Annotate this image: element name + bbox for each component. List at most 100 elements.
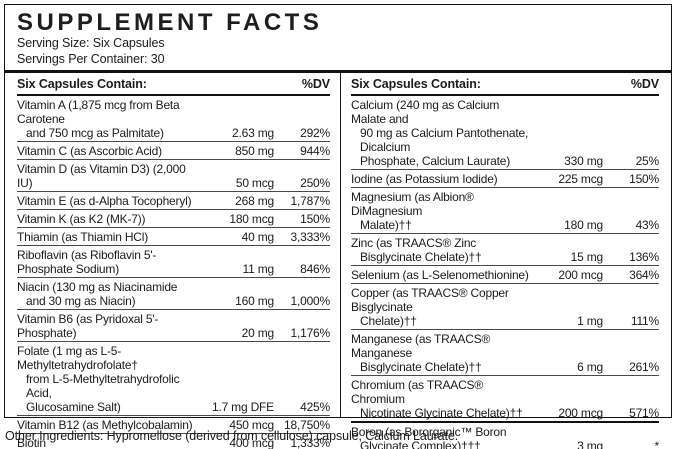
nutrient-name: Folate (1 mg as L-5-Methyltetrahydrofola…	[17, 344, 200, 414]
page-title: SUPPLEMENT FACTS	[17, 9, 323, 36]
nutrient-dv: 364%	[629, 267, 659, 282]
nutrient-dv: 150%	[300, 211, 330, 226]
dv-header-label: %DV	[301, 77, 330, 91]
nutrient-name: Vitamin B6 (as Pyridoxal 5'-Phosphate)	[17, 312, 200, 340]
table-row: Selenium (as L-Selenomethionine) 200 mcg 3…	[351, 265, 659, 283]
nutrient-name-line: Vitamin D (as Vitamin D3) (2,000 IU)	[17, 161, 186, 190]
nutrient-name: Calcium (240 mg as Calcium Malate and 90 …	[351, 98, 529, 168]
nutrient-amount: 180 mcg	[229, 211, 274, 226]
column-header-label: Six Capsules Contain:	[351, 77, 481, 91]
nutrient-dv: 150%	[629, 171, 659, 186]
nutrient-name: Selenium (as L-Selenomethionine)	[351, 268, 529, 282]
nutrient-dv: 1,787%	[290, 193, 331, 208]
nutrient-amount: 450 mcg	[229, 417, 274, 432]
table-row: Magnesium (as Albion® DiMagnesium Malate)…	[351, 187, 659, 233]
nutrient-name-line: Vitamin K (as K2 (MK-7))	[17, 211, 146, 226]
nutrient-dv: 250%	[300, 175, 330, 190]
nutrient-amount: 180 mg	[564, 217, 603, 232]
nutrient-name-line: Glycinate Complex)†††	[360, 438, 481, 449]
nutrient-dv: 261%	[629, 359, 659, 374]
nutrient-dv: 292%	[300, 125, 330, 140]
table-row: Calcium (240 mg as Calcium Malate and 90 …	[351, 96, 659, 169]
nutrient-name: Vitamin B12 (as Methylcobalamin)	[17, 418, 200, 432]
nutrient-amount: 3 mg	[577, 438, 603, 449]
nutrient-amount: 40 mg	[241, 229, 275, 244]
nutrient-name: Chromium (as TRAACS® Chromium Nicotinate …	[351, 378, 529, 420]
table-row: Zinc (as TRAACS® Zinc Bisglycinate Chelat…	[351, 233, 659, 265]
nutrient-dv: 425%	[300, 399, 330, 414]
nutrient-name-line: Bisglycinate Chelate)††	[360, 359, 482, 374]
nutrient-dv: 136%	[629, 249, 659, 264]
nutrient-name: Vitamin C (as Ascorbic Acid)	[17, 144, 200, 158]
nutrient-dv: 43%	[635, 217, 660, 232]
left-column-header: Six Capsules Contain: %DV	[17, 73, 330, 96]
nutrient-name-line: Phosphate, Calcium Laurate)	[360, 153, 511, 168]
nutrient-dv: 1,000%	[290, 293, 331, 308]
nutrient-name-line: Chelate)††	[360, 313, 417, 328]
nutrient-name-line: Zinc (as TRAACS® Zinc	[351, 235, 477, 250]
table-row: Iodine (as Potassium Iodide) 225 mcg 150%	[351, 169, 659, 187]
table-row: Vitamin B12 (as Methylcobalamin) 450 mcg 1…	[17, 415, 330, 433]
nutrient-amount: 400 mcg	[229, 435, 274, 449]
nutrient-amount: 2.63 mg	[232, 125, 274, 140]
nutrient-name-line: Malate)††	[360, 217, 412, 232]
table-row: Biotin 400 mcg 1,333%	[17, 433, 330, 449]
nutrient-amount: 6 mg	[577, 359, 603, 374]
left-column: Six Capsules Contain: %DV Vitamin A (1,8…	[5, 73, 341, 449]
nutrient-name: Copper (as TRAACS® Copper Bisglycinate Ch…	[351, 286, 529, 328]
table-row: Chromium (as TRAACS® Chromium Nicotinate …	[351, 375, 659, 421]
nutrient-name-line: and 750 mcg as Palmitate)	[26, 125, 164, 140]
nutrient-amount: 200 mcg	[558, 405, 603, 420]
servings-per-container: Servings Per Container: 30	[17, 51, 165, 66]
nutrient-name-line: Chromium (as TRAACS® Chromium	[351, 377, 483, 406]
nutrient-dv: 3,333%	[290, 229, 331, 244]
nutrient-amount: 850 mg	[235, 143, 274, 158]
nutrient-name: Iodine (as Potassium Iodide)	[351, 172, 529, 186]
nutrient-name-line: Folate (1 mg as L-5-Methyltetrahydrofola…	[17, 343, 138, 372]
nutrient-name-line: Boron (as Bororganic™ Boron	[351, 424, 507, 439]
table-row: Riboflavin (as Riboflavin 5'-Phosphate S…	[17, 245, 330, 277]
nutrient-dv: 18,750%	[284, 417, 330, 432]
nutrient-name-line: Vitamin E (as d-Alpha Tocopheryl)	[17, 193, 192, 208]
nutrient-name-line: Magnesium (as Albion® DiMagnesium	[351, 189, 474, 218]
nutrient-name: Riboflavin (as Riboflavin 5'-Phosphate S…	[17, 248, 200, 276]
nutrient-name: Niacin (130 mg as Niacinamide and 30 mg a…	[17, 280, 200, 308]
nutrient-name-line: Vitamin B6 (as Pyridoxal 5'-Phosphate)	[17, 311, 159, 340]
nutrient-amount: 1 mg	[577, 313, 603, 328]
nutrient-amount: 200 mcg	[558, 267, 603, 282]
nutrient-name-line: Vitamin A (1,875 mcg from Beta Carotene	[17, 97, 180, 126]
nutrient-name: Manganese (as TRAACS® Manganese Bisglycin…	[351, 332, 529, 374]
nutrient-name: Vitamin K (as K2 (MK-7))	[17, 212, 200, 226]
nutrient-name-line: Vitamin C (as Ascorbic Acid)	[17, 143, 162, 158]
nutrient-name-line: Nicotinate Glycinate Chelate)††	[360, 405, 523, 420]
nutrient-name-line: Iodine (as Potassium Iodide)	[351, 171, 498, 186]
nutrient-name-line: 90 mg as Calcium Pantothenate, Dicalcium	[360, 125, 529, 154]
nutrient-name: Magnesium (as Albion® DiMagnesium Malate)…	[351, 190, 529, 232]
nutrient-dv: 111%	[630, 313, 659, 328]
table-row: Folate (1 mg as L-5-Methyltetrahydrofola…	[17, 341, 330, 415]
table-row: Boron (as Bororganic™ Boron Glycinate Com…	[351, 421, 659, 449]
nutrient-name-line: Bisglycinate Chelate)††	[360, 249, 482, 264]
right-column-header: Six Capsules Contain: %DV	[351, 73, 659, 96]
nutrient-dv: 846%	[300, 261, 330, 276]
panel-header: SUPPLEMENT FACTS Serving Size: Six Capsu…	[5, 5, 671, 70]
nutrient-name-line: Riboflavin (as Riboflavin 5'-Phosphate S…	[17, 247, 157, 276]
nutrient-amount: 268 mg	[235, 193, 274, 208]
column-header-label: Six Capsules Contain:	[17, 77, 147, 91]
nutrient-amount: 11 mg	[242, 261, 275, 276]
serving-size: Serving Size: Six Capsules	[17, 36, 165, 50]
nutrient-amount: 15 mg	[570, 249, 604, 264]
supplement-facts-panel: SUPPLEMENT FACTS Serving Size: Six Capsu…	[4, 4, 672, 449]
nutrient-amount: 1.7 mg DFE	[211, 399, 274, 414]
left-column-rows: Vitamin A (1,875 mcg from Beta Carotene a…	[17, 96, 330, 449]
nutrient-dv: 571%	[629, 405, 659, 420]
other-ingredients: Other Ingredients: Hypromellose (derived…	[5, 429, 459, 443]
nutrient-name-line: Manganese (as TRAACS® Manganese	[351, 331, 491, 360]
nutrient-name-line: Calcium (240 mg as Calcium Malate and	[351, 97, 500, 126]
table-row: Vitamin B6 (as Pyridoxal 5'-Phosphate) 20…	[17, 309, 330, 341]
nutrient-name: Vitamin D (as Vitamin D3) (2,000 IU)	[17, 162, 200, 190]
table-row: Vitamin E (as d-Alpha Tocopheryl) 268 mg 1…	[17, 191, 330, 209]
nutrient-name: Zinc (as TRAACS® Zinc Bisglycinate Chelat…	[351, 236, 529, 264]
nutrient-name: Thiamin (as Thiamin HCl)	[17, 230, 200, 244]
